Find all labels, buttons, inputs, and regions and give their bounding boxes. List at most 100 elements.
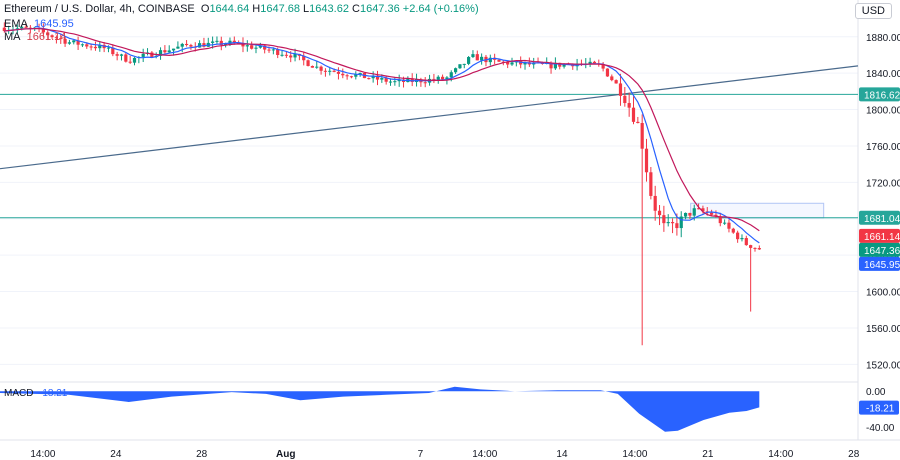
candle-body [688, 212, 692, 216]
time-tick-label: 14:00 [622, 449, 647, 460]
price-tick-label: 1880.00 [866, 33, 900, 44]
macd-current-badge [859, 400, 899, 415]
candle-body [219, 40, 223, 46]
candle-body [393, 81, 397, 83]
trendline-segment[interactable] [0, 65, 859, 170]
price-tick-label: 1600.00 [866, 288, 900, 299]
ma-legend[interactable]: MA 1661.14 [4, 31, 66, 43]
price-tick-label: 1520.00 [866, 360, 900, 371]
candle-body [367, 78, 371, 80]
candle-body [723, 222, 727, 224]
candle-body [232, 40, 236, 43]
candle-body [510, 62, 514, 65]
time-axis[interactable]: 14:00 24 28 Aug 7 14:00 14 14:00 21 14:00 28 [30, 449, 859, 460]
price-label-text: 1647.36 [864, 246, 900, 257]
candle-body [141, 53, 145, 57]
candle-body [467, 57, 471, 64]
candle-body [215, 40, 219, 42]
candle-body [440, 76, 445, 80]
symbol-header: Ethereum / U.S. Dollar, 4h, COINBASE O16… [4, 3, 479, 15]
candle-body [549, 62, 553, 69]
price-axis[interactable]: 0.00 -40.00 -18.21 1880.00 1840.00 1800.00 176… [859, 33, 900, 434]
candle-body [397, 79, 401, 82]
time-tick-label: 14 [556, 449, 568, 460]
candle-body [41, 28, 45, 33]
candle-body [462, 63, 466, 65]
time-tick-label: 28 [848, 449, 860, 460]
candle-body [241, 42, 245, 47]
candle-body [696, 208, 701, 210]
candle-body [636, 121, 640, 124]
candle-body [132, 57, 137, 63]
candle-body [254, 47, 258, 49]
candle-body [124, 54, 128, 62]
price-tick-label: 1760.00 [866, 142, 900, 153]
moving-averages [4, 27, 760, 244]
candle-body [284, 54, 288, 56]
candle-body [384, 78, 388, 82]
macd-tick-label: -40.00 [866, 423, 895, 434]
candle-body [453, 68, 458, 73]
candle-body [432, 78, 436, 80]
price-label-badge [859, 210, 900, 225]
ma-value: 1661.14 [26, 31, 67, 43]
candle-body [670, 222, 675, 224]
candle-body [180, 43, 184, 47]
macd-current-label: -18.21 [866, 404, 895, 415]
candle-body [471, 54, 475, 58]
candle-body [358, 72, 362, 75]
candle-body [171, 48, 176, 51]
candle-body [59, 38, 63, 40]
candle-body [280, 54, 284, 56]
candle-body [332, 70, 336, 72]
candle-body [106, 47, 111, 49]
horizontal-lines[interactable] [0, 93, 858, 219]
candle-body [20, 26, 24, 29]
ema-value: 1645.95 [33, 18, 74, 30]
candle-body [93, 46, 98, 49]
candle-body [683, 212, 688, 217]
candle-body [605, 68, 610, 77]
time-tick-label: 21 [702, 449, 714, 460]
candle-body [276, 49, 280, 55]
candle-body [488, 57, 492, 63]
candle-body [258, 45, 262, 48]
candle-body [319, 66, 323, 71]
candle-body [480, 56, 484, 61]
candle-body [692, 208, 696, 216]
candle-body [744, 238, 748, 246]
candle-body [267, 49, 271, 51]
ema-legend[interactable]: EMA 1645.95 [4, 18, 74, 30]
candle-body [449, 72, 453, 78]
candle-body [727, 222, 731, 229]
candle-body [731, 228, 735, 233]
candle-body [315, 66, 319, 68]
candle-body [85, 44, 89, 47]
trendline[interactable] [0, 65, 859, 170]
price-tick-label: 1720.00 [866, 178, 900, 189]
time-tick-label: 14:00 [472, 449, 497, 460]
candle-body [640, 123, 644, 149]
candle-body [423, 82, 427, 84]
macd-legend[interactable]: MACD -18.21 [4, 388, 67, 399]
candle-body [714, 214, 718, 217]
candle-body [410, 78, 414, 83]
candle-body [553, 62, 557, 69]
high-value: 1647.68 [260, 3, 300, 15]
ema-label: EMA [4, 18, 28, 30]
candle-body [666, 222, 670, 224]
candle-body [250, 45, 254, 49]
currency-button[interactable]: USD [854, 3, 892, 19]
macd-tick-label: 0.00 [866, 387, 886, 398]
candle-body [310, 65, 315, 68]
candle-body [202, 43, 206, 47]
open-label: O [200, 3, 210, 15]
candle-body [388, 81, 393, 83]
candle-body [245, 45, 249, 47]
low-value: 1643.62 [309, 3, 349, 15]
candle-body [119, 54, 124, 56]
candle-body [271, 49, 275, 51]
candle-body [189, 45, 193, 47]
candle-body [497, 59, 501, 62]
